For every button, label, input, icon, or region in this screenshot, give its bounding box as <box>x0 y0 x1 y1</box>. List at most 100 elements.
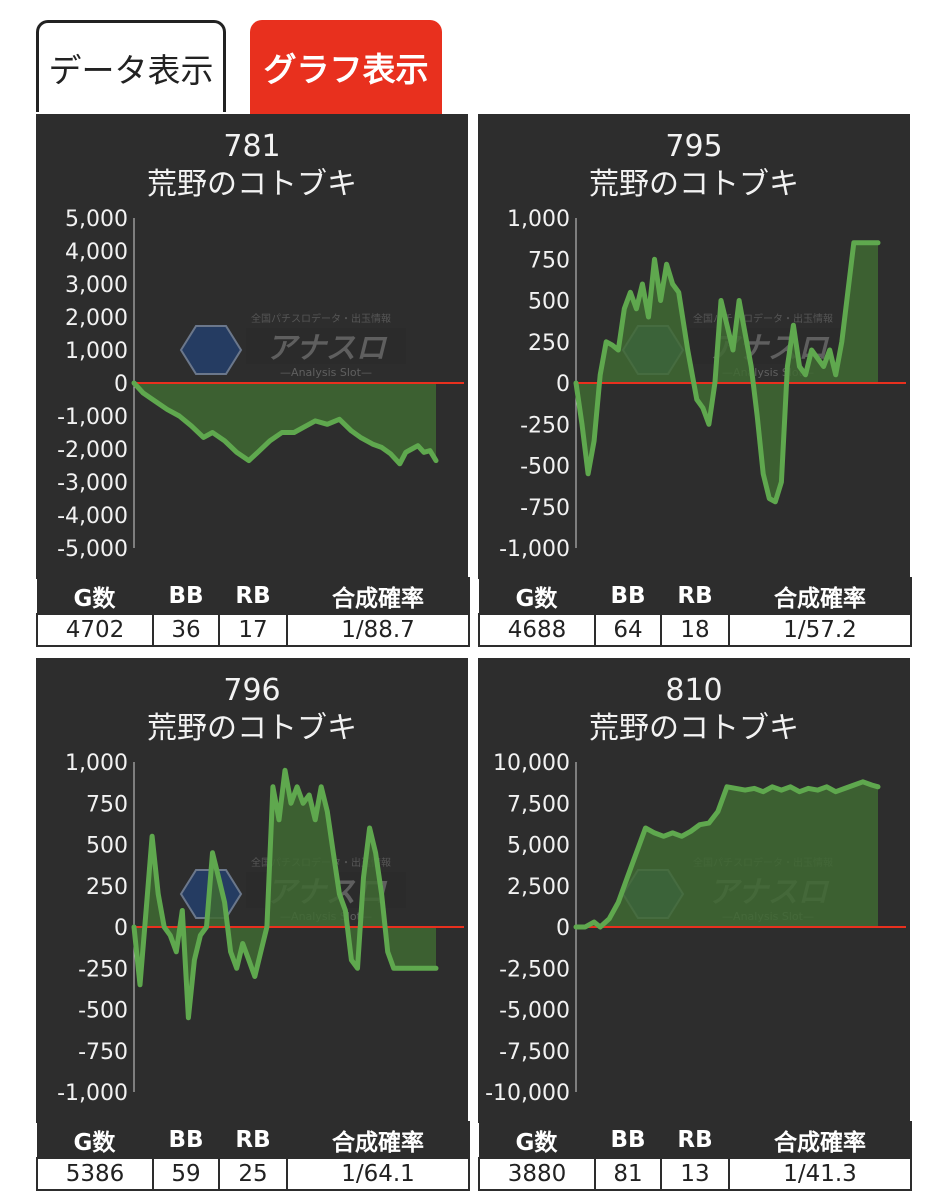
data-point <box>876 785 880 789</box>
data-point <box>410 966 414 970</box>
y-tick-label: 2,000 <box>65 306 128 331</box>
bb-value: 59 <box>152 1157 220 1191</box>
data-point <box>428 449 432 453</box>
data-point <box>737 299 741 302</box>
data-point <box>235 966 239 970</box>
y-tick-label: -1,000 <box>499 537 570 562</box>
data-point <box>277 818 281 822</box>
machine-number: 796 <box>223 673 281 708</box>
data-point <box>217 876 221 879</box>
data-point <box>680 834 684 838</box>
y-tick-label: 0 <box>114 916 128 941</box>
chart-panel-796: 796 荒野のコトブキ 1,000 750 500 250 0 -250 -500 -750 -1,… <box>36 658 470 1191</box>
data-point <box>404 450 408 454</box>
data-point <box>132 925 136 929</box>
data-point <box>192 958 196 962</box>
rb-value: 17 <box>218 613 288 647</box>
data-point <box>840 340 844 344</box>
data-point <box>301 426 305 430</box>
prob-header: 合成確率 <box>286 577 470 615</box>
data-point <box>253 975 257 978</box>
prob-value: 1/88.7 <box>286 613 470 647</box>
data-point <box>177 414 181 418</box>
data-point <box>337 417 341 421</box>
chart-plot: 1,0007505002500-250-500-750-1,000アナスロ全国パ… <box>499 207 906 562</box>
data-point <box>761 472 765 476</box>
data-point <box>770 785 774 789</box>
y-tick-label: -10,000 <box>485 1081 570 1106</box>
y-tick-label: -750 <box>78 1040 128 1065</box>
data-point <box>292 431 296 434</box>
rb-value: 13 <box>660 1157 730 1191</box>
data-point <box>816 788 820 792</box>
data-point <box>174 950 178 954</box>
machine-name: 荒野のコトブキ <box>147 711 357 746</box>
rb-header: RB <box>218 1121 288 1159</box>
data-point <box>256 450 260 454</box>
data-point <box>186 1016 190 1020</box>
data-point <box>665 262 669 266</box>
data-point <box>319 785 323 789</box>
chart-panel-810: 810 荒野のコトブキ 10,000 7,500 5,000 2,500 0 -2,500 -5… <box>478 658 912 1191</box>
data-point <box>434 459 438 463</box>
watermark-text: アナスロ <box>266 331 387 366</box>
data-point <box>205 925 208 929</box>
y-tick-label: 5,000 <box>65 207 128 232</box>
y-tick-label: -250 <box>520 413 570 438</box>
chart-plot: 1,0007505002500-250-500-750-1,000アナスロ全国パ… <box>57 751 464 1106</box>
data-point <box>773 500 777 504</box>
data-point <box>834 790 838 794</box>
data-point <box>604 340 608 344</box>
machine-name: 荒野のコトブキ <box>589 167 799 202</box>
machine-name: 荒野のコトブキ <box>147 167 357 202</box>
data-point <box>659 299 663 302</box>
data-point <box>734 786 738 790</box>
series-line <box>573 240 881 505</box>
prob-value: 1/57.2 <box>728 613 912 647</box>
bb-header: BB <box>594 577 662 615</box>
y-tick-label: 3,000 <box>65 273 128 298</box>
data-point <box>289 801 293 805</box>
y-tick-label: -2,500 <box>499 957 570 982</box>
data-point <box>852 241 856 245</box>
data-point <box>798 790 801 794</box>
chart-plot: 5,000 4,000 3,000 2,000 1,000 0 -1,000 -2,000 -3… <box>57 207 464 562</box>
data-point <box>356 966 359 970</box>
data-point <box>138 983 142 987</box>
games-value: 4688 <box>478 613 596 647</box>
data-point <box>767 497 771 500</box>
data-point <box>235 450 239 454</box>
tab-data-view[interactable]: データ表示 <box>36 20 226 112</box>
watermark-hex <box>179 325 243 375</box>
chart-panel-781: 781 荒野のコトブキ 5,000 4,000 3,000 2,000 1,000 0 -1,0… <box>36 114 470 647</box>
data-point <box>416 444 420 448</box>
data-point <box>211 851 214 855</box>
stats-table: G数 BB RB 合成確率 5386 59 25 1/64.1 <box>36 1121 470 1191</box>
data-point <box>241 942 245 945</box>
data-point <box>283 768 287 772</box>
bb-value: 36 <box>152 613 220 647</box>
data-point <box>798 365 801 368</box>
prob-value: 1/64.1 <box>286 1157 470 1191</box>
data-point <box>295 785 299 789</box>
data-point <box>647 315 650 319</box>
data-point <box>410 447 414 451</box>
data-point <box>150 834 154 838</box>
data-point <box>698 823 702 827</box>
tab-graph-view[interactable]: グラフ表示 <box>250 20 442 114</box>
games-header: G数 <box>479 577 596 615</box>
data-point <box>428 966 432 970</box>
data-point <box>791 323 795 327</box>
data-point <box>259 950 263 954</box>
data-point <box>816 356 820 360</box>
data-point <box>870 241 874 245</box>
data-point <box>607 917 611 921</box>
data-point <box>598 925 602 929</box>
data-point <box>644 826 647 830</box>
y-tick-label: -750 <box>520 496 570 521</box>
data-point <box>843 786 847 790</box>
data-point <box>743 332 747 335</box>
data-point <box>640 282 644 286</box>
data-point <box>686 348 690 352</box>
data-point <box>804 373 807 377</box>
